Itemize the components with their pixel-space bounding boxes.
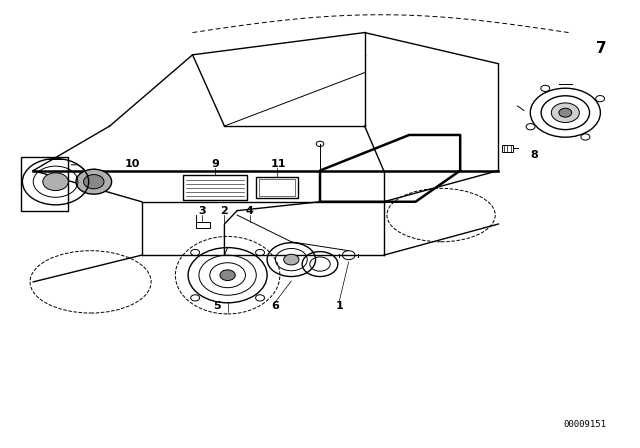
Text: 11: 11	[271, 159, 286, 169]
Text: 7: 7	[596, 41, 607, 56]
Text: 3: 3	[198, 206, 206, 215]
Circle shape	[84, 175, 104, 189]
Text: 1: 1	[335, 302, 343, 311]
Text: 4: 4	[246, 206, 254, 215]
Bar	[20, 157, 68, 211]
Circle shape	[43, 173, 68, 190]
Bar	[183, 175, 246, 199]
Text: 2: 2	[221, 206, 228, 215]
Circle shape	[220, 270, 236, 280]
Text: 10: 10	[124, 159, 140, 169]
Bar	[256, 177, 298, 198]
Bar	[196, 222, 210, 228]
Circle shape	[551, 103, 579, 122]
Text: 9: 9	[211, 159, 219, 169]
Bar	[502, 145, 513, 152]
Text: 5: 5	[213, 302, 221, 311]
Bar	[259, 179, 294, 196]
Text: 8: 8	[531, 150, 538, 160]
Circle shape	[284, 254, 299, 265]
Circle shape	[559, 108, 572, 117]
Text: 6: 6	[271, 302, 279, 311]
Text: 00009151: 00009151	[564, 420, 607, 429]
Circle shape	[76, 169, 111, 194]
